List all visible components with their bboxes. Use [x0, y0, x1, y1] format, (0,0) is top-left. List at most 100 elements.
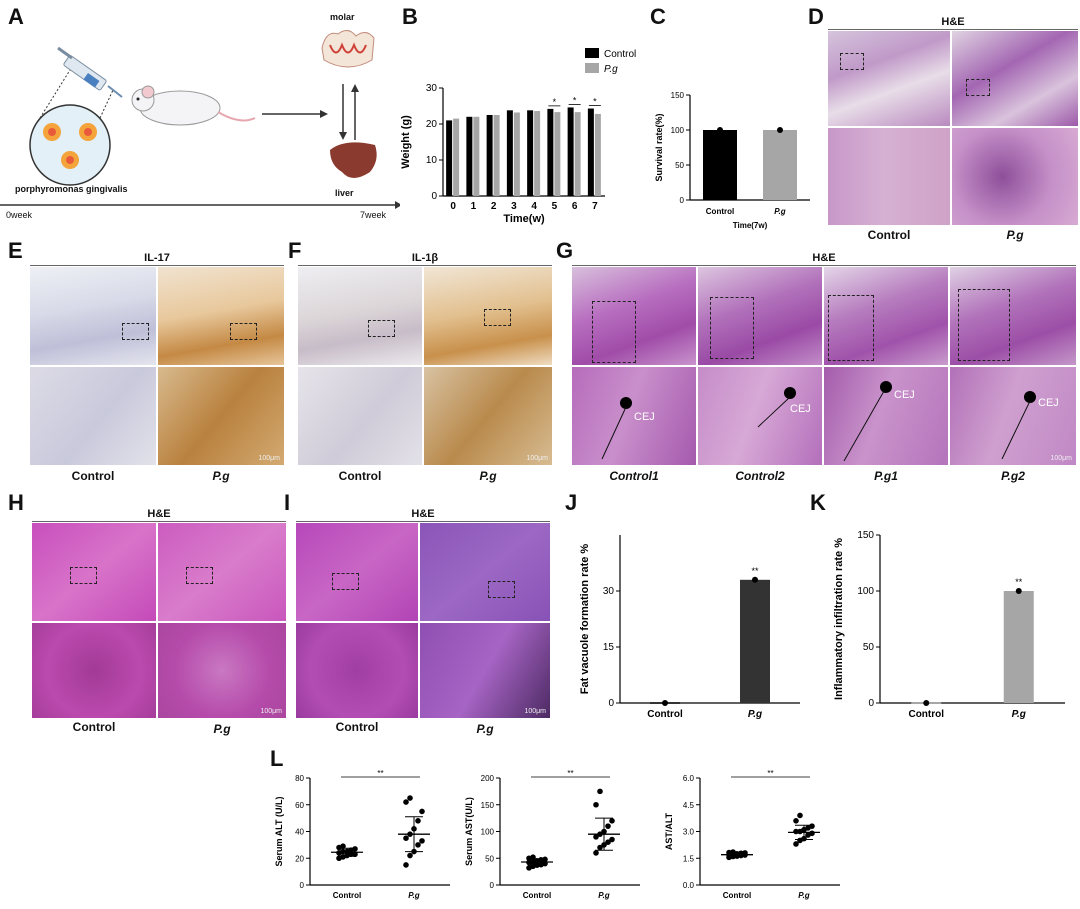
panel-label-c: C: [650, 4, 666, 29]
d-caption-pg: P.g: [1006, 228, 1024, 242]
mouse-icon: [131, 85, 256, 126]
bar: [703, 130, 737, 200]
panel-label-h: H: [8, 490, 24, 515]
sig-label: **: [767, 769, 773, 778]
data-point: [407, 852, 413, 859]
data-point: [597, 844, 603, 851]
panel-label-k: K: [810, 490, 826, 515]
x-tick-label: P.g: [798, 891, 810, 900]
y-tick-label: 15: [603, 642, 615, 653]
y-tick-label: 4.5: [683, 801, 695, 810]
sig-label: *: [593, 97, 597, 107]
x-tick-label: P.g: [408, 891, 420, 900]
weight-chart: 0 10 20 30 Weight (g) 0 1 2 3 4 5 * 6 * 7 * Time(w) Contr…: [400, 48, 636, 225]
bar: [574, 112, 581, 196]
g-caption-pg2: P.g2: [1001, 469, 1025, 483]
data-point: [793, 818, 799, 824]
y-tick-label: 20: [295, 854, 304, 863]
x-tick-label: 2: [491, 201, 497, 212]
x-tick-label: Control: [333, 891, 361, 900]
panel-label-i: I: [284, 490, 291, 515]
y-tick-label: 40: [295, 828, 304, 837]
x-tick-label: 4: [531, 201, 537, 212]
molar-label: molar: [330, 12, 355, 22]
h-pg-low: [158, 523, 286, 621]
x-tick-label: 7: [592, 201, 598, 212]
y-axis-label: Serum AST(U/L): [464, 797, 474, 866]
y-tick-label: 30: [426, 83, 438, 94]
i-control-high: [296, 623, 418, 718]
data-point: [593, 834, 599, 840]
x-tick-label: P.g: [1012, 709, 1026, 720]
d-caption-control: Control: [867, 228, 911, 242]
bar: [527, 110, 534, 196]
bar: [466, 116, 473, 196]
legend-swatch: [585, 48, 599, 58]
g-caption-control2: Control2: [735, 469, 785, 483]
y-tick-label: 50: [485, 854, 494, 863]
data-point: [407, 795, 413, 801]
y-tick-label: 150: [671, 91, 685, 100]
e-control-low: [30, 267, 156, 365]
timeline-end: 7week: [360, 210, 387, 220]
data-point: [419, 838, 425, 844]
h-pg-high: 100μm: [158, 623, 286, 718]
f-caption-control: Control: [338, 469, 382, 483]
x-tick-label: 6: [572, 201, 578, 212]
e-pg-high: 100μm: [158, 367, 284, 465]
ast-scatter-chart: 0 50 100 150 200 Serum AST(U/L) Control P.g **: [464, 769, 640, 900]
y-axis-label: Survival rate(%): [654, 113, 664, 181]
liver-label: liver: [335, 188, 354, 198]
panel-label-f: F: [288, 238, 302, 263]
data-point: [340, 843, 346, 850]
sig-label: **: [1015, 577, 1023, 587]
data-point: [797, 812, 803, 819]
i-caption-pg: P.g: [476, 722, 494, 736]
x-tick-label: P.g: [598, 891, 610, 900]
g-caption-control1: Control1: [609, 469, 659, 483]
x-tick-label: Control: [723, 891, 751, 900]
panel-f-title: IL-1β: [411, 252, 439, 264]
data-point: [730, 849, 736, 855]
data-point: [403, 835, 409, 841]
h-caption-control: Control: [72, 720, 116, 734]
g-pg1-low: [824, 267, 948, 365]
g-pg2-low: [950, 267, 1076, 365]
y-tick-label: 10: [426, 155, 438, 166]
y-tick-label: 0: [431, 191, 437, 202]
x-tick-label: Control: [523, 891, 551, 900]
x-tick-label: Control: [706, 207, 734, 216]
i-pg-low: [420, 523, 550, 621]
y-tick-label: 200: [481, 774, 495, 783]
sig-label: *: [573, 95, 577, 105]
bar: [506, 110, 513, 196]
d-control-high: [828, 128, 950, 225]
panel-label-b: B: [402, 4, 418, 29]
panel-h-title: H&E: [147, 508, 171, 520]
fat-vacuole-chart: 0 15 30 Fat vacuole formation rate % Control…: [579, 535, 800, 720]
data-point: [809, 823, 815, 829]
g-control2-high: CEJ: [698, 367, 822, 465]
data-point: [352, 846, 358, 852]
data-point: [605, 823, 611, 829]
y-tick-label: 0: [300, 881, 305, 890]
data-point: [403, 799, 409, 805]
g-pg2-high: CEJ 100μm: [950, 367, 1076, 465]
data-point: [662, 700, 668, 706]
panel-g-title: H&E: [812, 252, 836, 264]
f-pg-high: 100μm: [424, 367, 552, 465]
y-axis-label: Fat vacuole formation rate %: [579, 544, 591, 695]
data-point: [593, 801, 599, 808]
h-caption-pg: P.g: [213, 722, 231, 736]
e-caption-control: Control: [71, 469, 115, 483]
y-tick-label: 150: [481, 801, 495, 810]
y-tick-label: 50: [675, 161, 684, 170]
f-pg-low: [424, 267, 552, 365]
data-point: [419, 808, 425, 815]
g-pg1-high: CEJ: [824, 367, 948, 465]
alt-scatter-chart: 0 20 40 60 80 Serum ALT (U/L) Control P.g **: [274, 769, 450, 900]
y-tick-label: 30: [603, 586, 615, 597]
x-tick-label: 0: [450, 201, 456, 212]
data-point: [923, 700, 930, 706]
x-axis-label: Time(7w): [733, 221, 768, 230]
